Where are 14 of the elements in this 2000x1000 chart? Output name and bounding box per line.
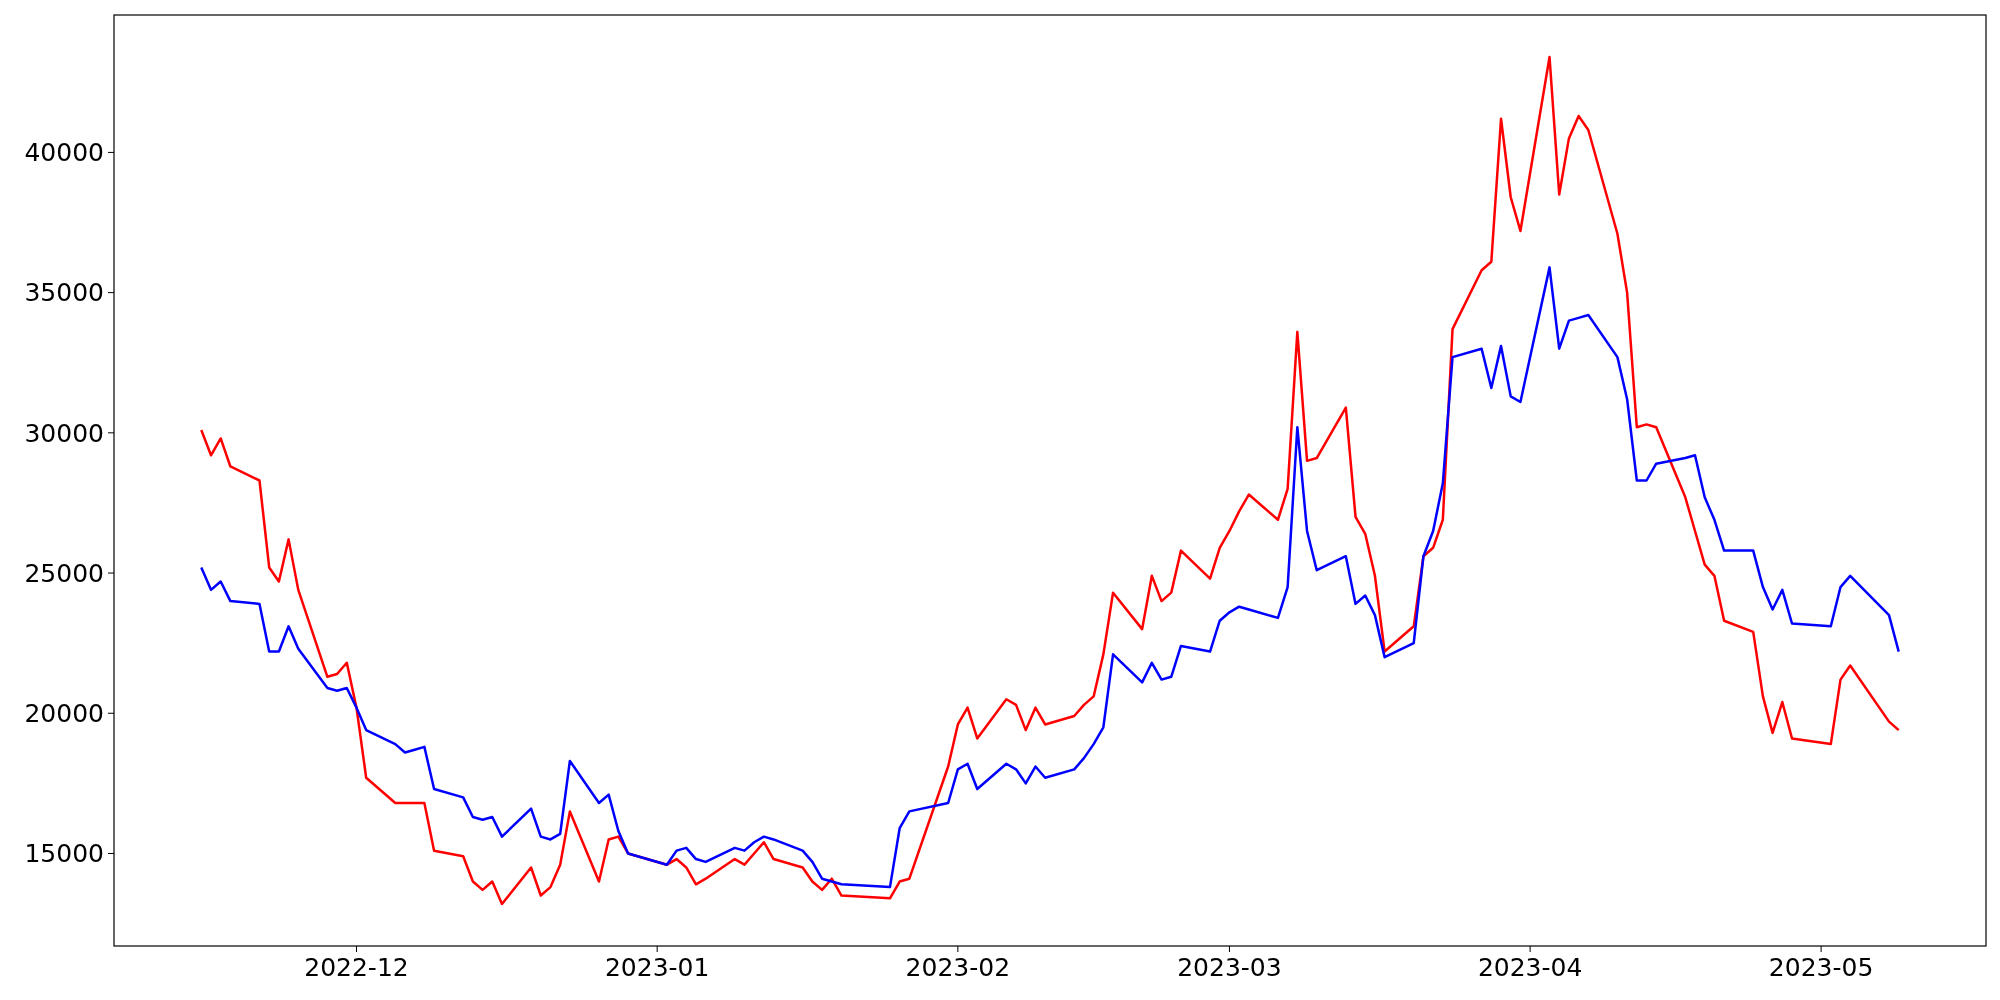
x-tick-label: 2023-01 bbox=[604, 953, 710, 982]
x-tick-label: 2023-02 bbox=[905, 953, 1011, 982]
x-tick-label: 2023-05 bbox=[1768, 953, 1874, 982]
y-tick-label: 40000 bbox=[24, 138, 104, 168]
y-tick-label: 15000 bbox=[24, 839, 104, 869]
y-tick-label: 20000 bbox=[24, 699, 104, 728]
y-tick-label: 35000 bbox=[24, 278, 104, 308]
x-tick-label: 2023-04 bbox=[1477, 953, 1583, 982]
line-series bbox=[200, 55, 1900, 906]
x-tick-label: 2023-03 bbox=[1177, 953, 1282, 982]
x-tick-label: 2022-12 bbox=[304, 953, 409, 982]
line-series bbox=[200, 266, 1900, 889]
y-tick-label: 25000 bbox=[24, 558, 104, 588]
y-tick-label: 30000 bbox=[24, 418, 104, 448]
